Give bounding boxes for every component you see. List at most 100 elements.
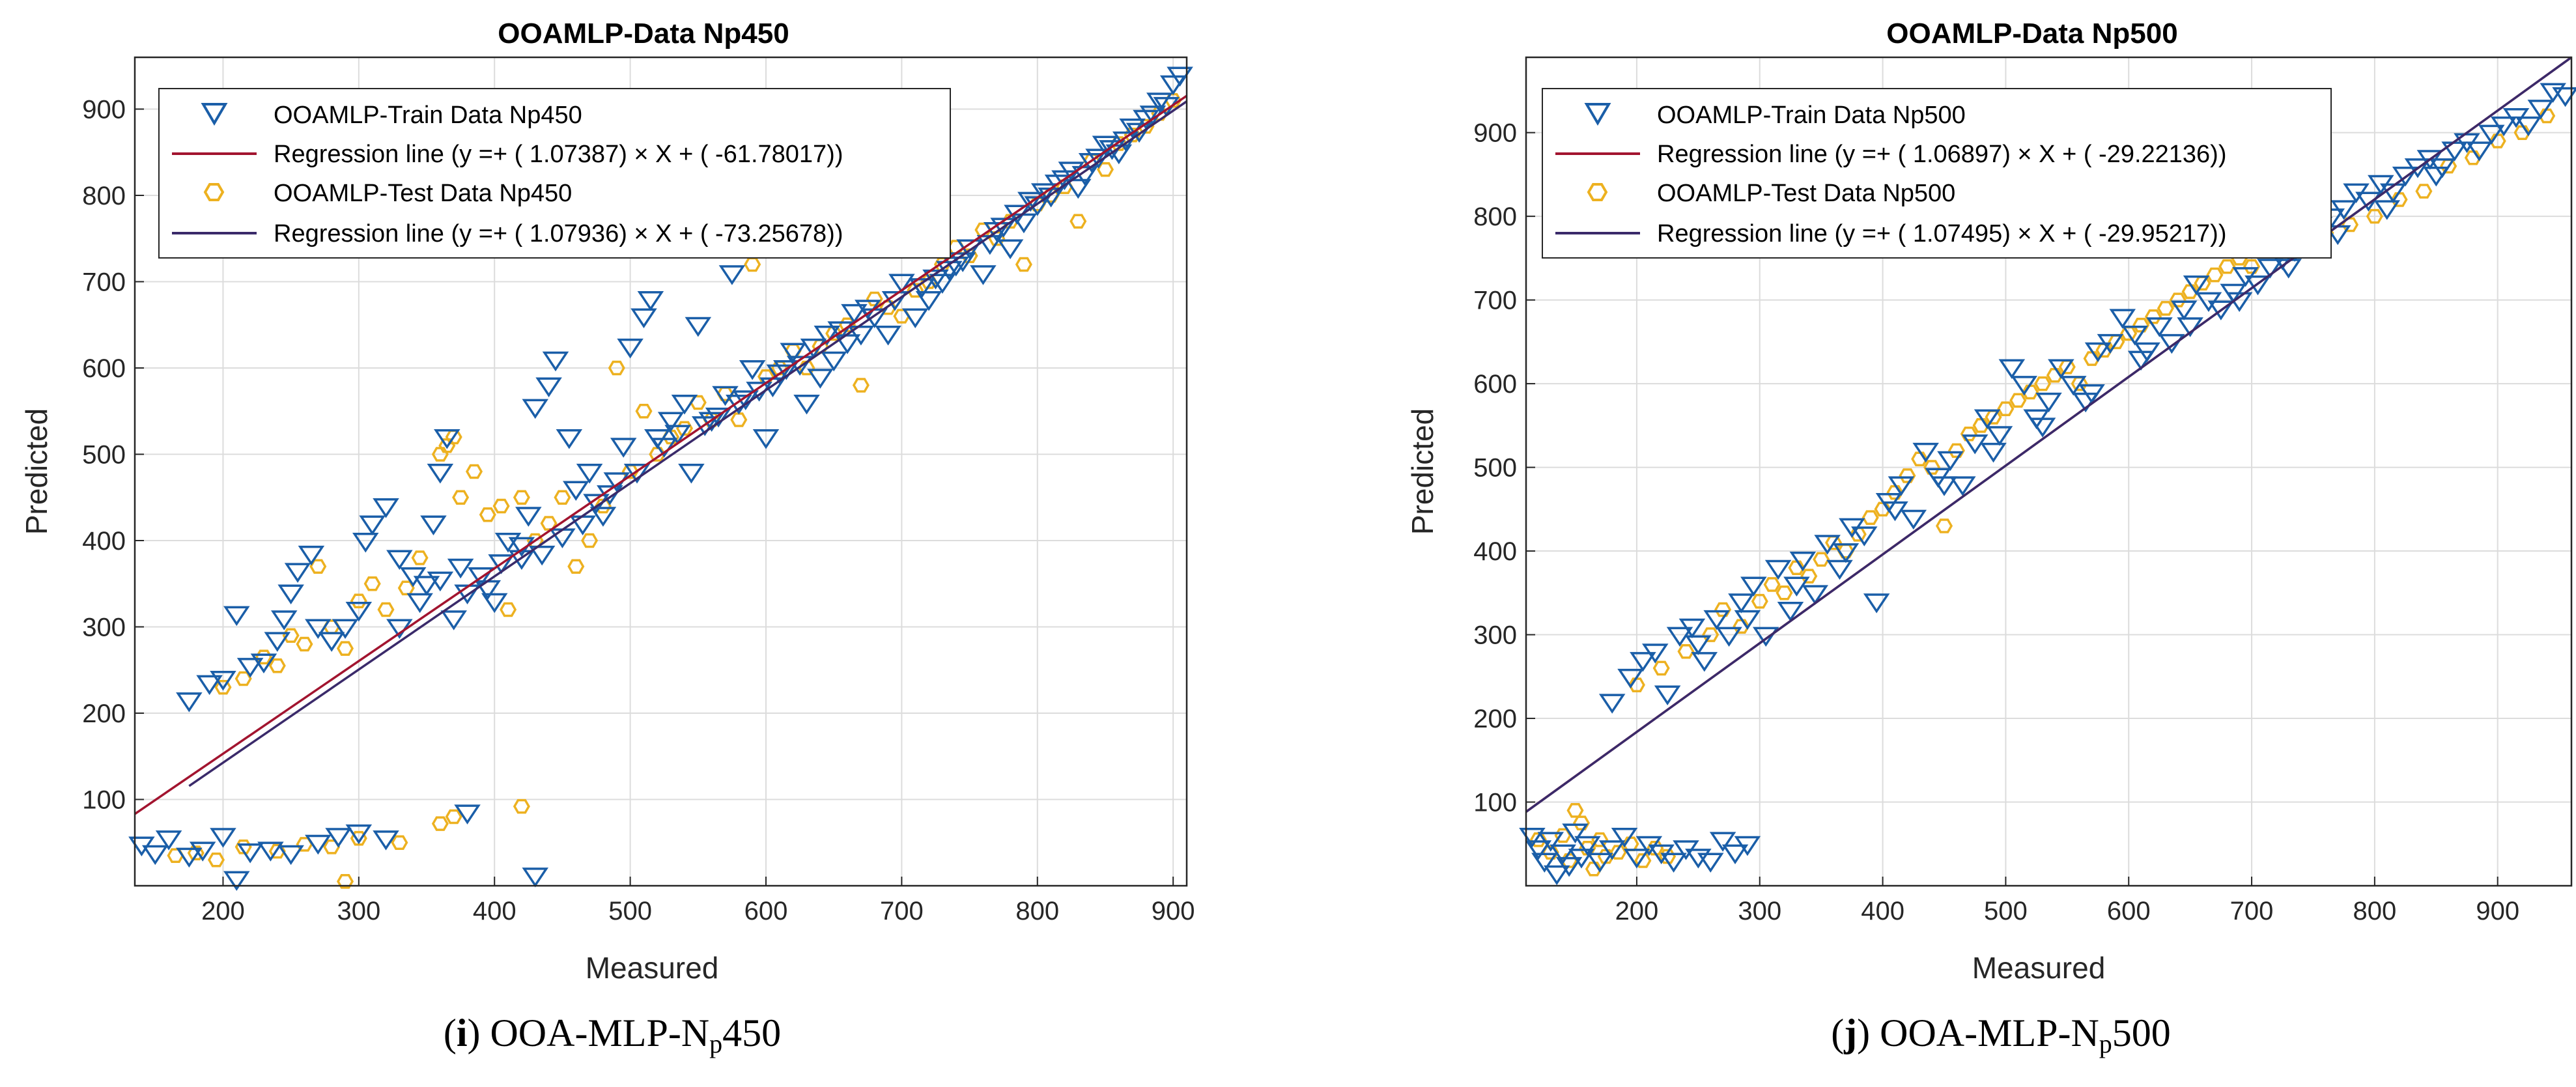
train-point (1562, 823, 1589, 843)
test-point (1597, 849, 1615, 864)
test-point (2181, 284, 2199, 300)
y-axis-label: Predicted (20, 408, 53, 535)
test-point (445, 809, 462, 825)
train-point (481, 593, 508, 614)
train-point (1691, 652, 1718, 672)
x-tick-label: 900 (1152, 897, 1195, 925)
train-point (1685, 849, 1712, 869)
test-point (554, 490, 571, 505)
y-tick-label: 200 (82, 699, 126, 728)
axes-box (134, 56, 1188, 887)
train-point (1734, 610, 1761, 630)
train-point (1740, 576, 1767, 597)
train-point (210, 671, 236, 691)
train-point (2373, 200, 2401, 220)
test-point (1763, 577, 1781, 592)
train-point (780, 343, 806, 363)
train-point (1537, 832, 1564, 852)
train-point (2170, 300, 2198, 320)
train-point (1703, 610, 1730, 630)
test-point (309, 559, 327, 574)
train-point (1159, 75, 1187, 96)
test-point (852, 378, 870, 393)
train-point (1888, 476, 1915, 496)
test-point (2415, 184, 2433, 199)
chart-panel-np500: OOAMLP-Data Np500 200 300 400 500 600 700 800 9… (1406, 18, 2576, 985)
legend-entry-train: OOAMLP-Train Data Np500 (1657, 102, 1966, 129)
train-point (1789, 551, 1817, 572)
train-point (1654, 685, 1681, 705)
train-point (1017, 191, 1044, 212)
train-point (793, 395, 820, 415)
train-point (2084, 342, 2112, 363)
train-point (1949, 476, 1976, 496)
train-point (427, 571, 454, 592)
test-point (1911, 451, 1929, 467)
test-point (350, 830, 367, 846)
y-tick-label: 300 (1473, 621, 1517, 650)
train-point (332, 619, 359, 639)
y-tick-label: 800 (82, 182, 126, 210)
test-point (1733, 619, 1750, 634)
train-point (1974, 409, 2001, 429)
train-point (2097, 333, 2124, 354)
test-point (1800, 569, 1818, 584)
train-point (1598, 694, 1626, 714)
x-tick-label: 700 (880, 897, 924, 925)
test-point (567, 559, 585, 574)
train-point (827, 321, 854, 341)
train-point (990, 218, 1017, 238)
y-tick-label: 800 (1473, 203, 1517, 231)
train-point (189, 841, 216, 862)
train-point (345, 602, 373, 622)
train-point (236, 658, 264, 678)
y-tick-label: 100 (1473, 789, 1517, 817)
train-point (549, 528, 576, 548)
y-tick-label: 400 (82, 527, 126, 556)
test-point (411, 550, 429, 565)
test-point (2132, 317, 2150, 333)
test-point (2157, 301, 2174, 316)
y-tick-label: 900 (82, 96, 126, 124)
train-point (875, 326, 901, 346)
test-point (1960, 426, 1977, 442)
train-point (535, 377, 562, 397)
train-point (936, 261, 963, 281)
train-point (447, 558, 474, 579)
train-point (942, 257, 970, 277)
test-point (431, 816, 449, 831)
train-point (386, 550, 413, 570)
train-point (1721, 844, 1749, 865)
test-point (1947, 443, 1965, 459)
train-point (236, 843, 264, 864)
train-point (264, 632, 291, 652)
train-point (1937, 451, 1964, 472)
test-regression-line (188, 100, 1187, 787)
train-point (2540, 83, 2566, 103)
test-point (1677, 643, 1695, 659)
train-point (2355, 191, 2382, 212)
test-point (2218, 259, 2236, 274)
train-point (2423, 166, 2450, 187)
test-point (649, 447, 666, 462)
train-point (2146, 317, 2173, 337)
train-point (1641, 643, 1669, 664)
x-tick-label: 700 (2230, 897, 2274, 925)
train-point (305, 834, 332, 855)
x-tick-label: 800 (2353, 897, 2397, 925)
test-point (1899, 468, 1916, 483)
y-axis-label: Predicted (1406, 408, 1439, 535)
train-point (2158, 333, 2185, 354)
train-point (610, 438, 637, 458)
x-tick-label: 600 (2107, 897, 2151, 925)
test-point (2206, 267, 2224, 283)
train-point (2527, 100, 2555, 120)
train-point (2552, 87, 2576, 107)
test-point (1015, 257, 1032, 272)
regression-lines (1525, 56, 2573, 813)
test-point (1972, 418, 1990, 433)
test-point (1566, 803, 1584, 818)
test-point (608, 360, 625, 376)
train-point (2177, 317, 2203, 337)
test-point (1609, 845, 1627, 860)
